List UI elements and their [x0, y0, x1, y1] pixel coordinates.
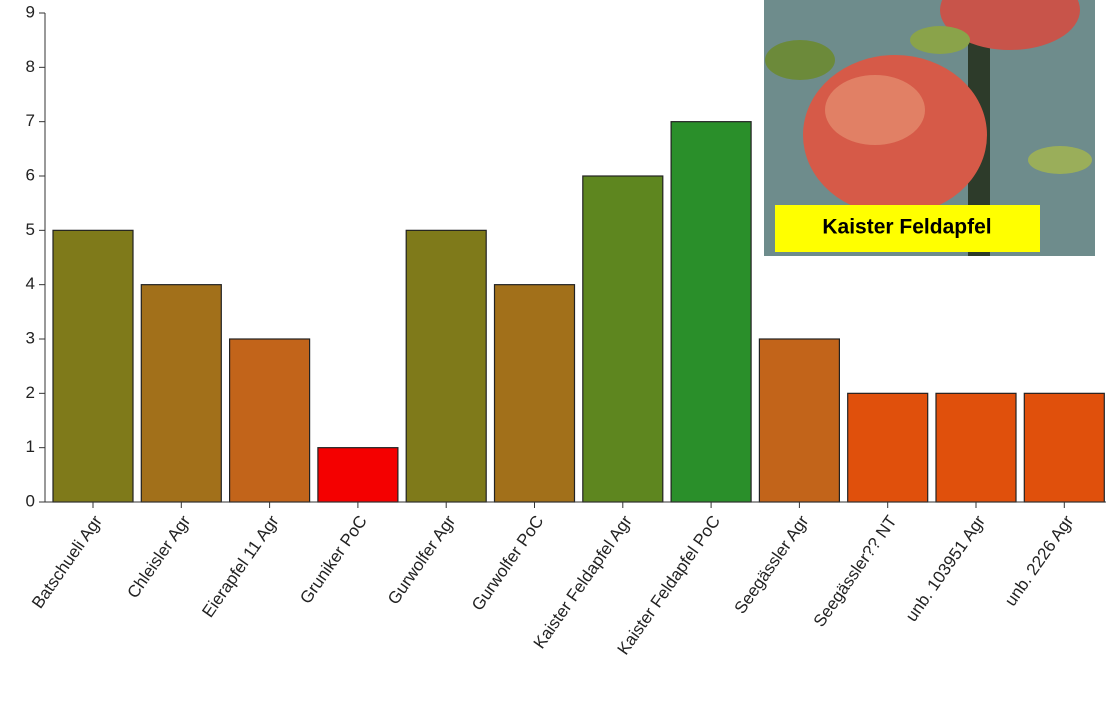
- y-tick-label: 3: [26, 328, 35, 347]
- bar: [229, 338, 311, 503]
- y-tick-label: 7: [26, 111, 35, 130]
- x-tick-label: Gurwolfer PoC: [468, 512, 548, 614]
- x-tick-label: unb. 2226 Agr: [1001, 512, 1077, 610]
- x-tick-label: Gurwolfer Agr: [384, 512, 459, 608]
- bar: [758, 338, 841, 503]
- bar: [52, 229, 134, 503]
- x-tick-label: Seegässler Agr: [731, 512, 813, 618]
- y-tick-label: 1: [26, 437, 35, 456]
- y-tick-label: 4: [26, 274, 35, 293]
- x-tick-label: Chleisler Agr: [123, 512, 194, 602]
- bar: [140, 284, 222, 503]
- x-tick-label: Kaister Feldapfel Agr: [530, 512, 636, 652]
- y-tick-label: 0: [26, 491, 35, 510]
- x-tick-label: Eierapfel 11 Agr: [198, 512, 282, 621]
- bar: [582, 175, 664, 503]
- y-tick-label: 9: [26, 2, 35, 21]
- inset-label: Kaister Feldapfel: [822, 216, 991, 239]
- bar: [935, 392, 1017, 503]
- y-tick-label: 5: [26, 220, 35, 239]
- x-tick-label: Gruniker PoC: [296, 512, 371, 607]
- x-tick-label: Kaister Feldapfel PoC: [614, 512, 724, 658]
- inset-label-box: [775, 205, 1040, 252]
- x-tick-label: Seegässler?? NT: [810, 512, 901, 630]
- bar: [317, 447, 399, 503]
- y-tick-label: 2: [26, 383, 35, 402]
- photo-leaf: [765, 40, 835, 80]
- photo-leaf: [910, 26, 970, 54]
- bar: [670, 121, 752, 503]
- y-tick-label: 8: [26, 57, 35, 76]
- bar: [847, 392, 929, 503]
- x-tick-label: Batschueli Agr: [28, 512, 106, 612]
- bar: [1023, 392, 1105, 503]
- bar: [405, 229, 487, 503]
- photo-apple: [940, 0, 1080, 50]
- inset-photo: Kaister Feldapfel: [764, 0, 1095, 256]
- bar: [493, 284, 576, 503]
- photo-leaf: [1028, 146, 1092, 174]
- x-tick-label: unb. 103951 Agr: [902, 512, 989, 625]
- photo-apple-highlight: [825, 75, 925, 145]
- y-tick-label: 6: [26, 165, 35, 184]
